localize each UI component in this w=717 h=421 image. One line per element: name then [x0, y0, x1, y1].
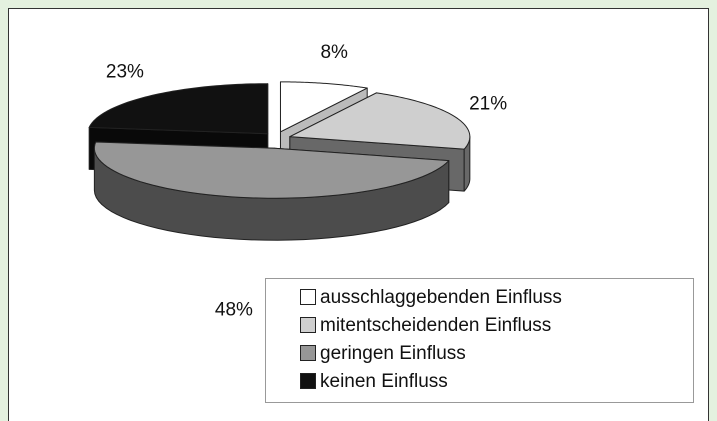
slice — [88, 83, 269, 135]
legend-label: geringen Einfluss — [320, 343, 466, 364]
legend-label: ausschlaggebenden Einfluss — [320, 287, 562, 308]
data-label: 8% — [320, 42, 348, 63]
slice — [93, 141, 450, 199]
slice — [289, 92, 471, 150]
data-label: 21% — [469, 93, 507, 114]
slice — [279, 81, 368, 133]
legend-marker — [300, 317, 316, 333]
legend-box — [265, 278, 694, 403]
legend-label: mitentscheidenden Einfluss — [320, 315, 551, 336]
legend-marker — [300, 373, 316, 389]
legend-label: keinen Einfluss — [320, 371, 448, 392]
slice-group — [93, 141, 450, 241]
legend-marker — [300, 345, 316, 361]
data-label: 23% — [106, 62, 144, 83]
data-label: 48% — [215, 299, 253, 320]
legend-marker — [300, 289, 316, 305]
